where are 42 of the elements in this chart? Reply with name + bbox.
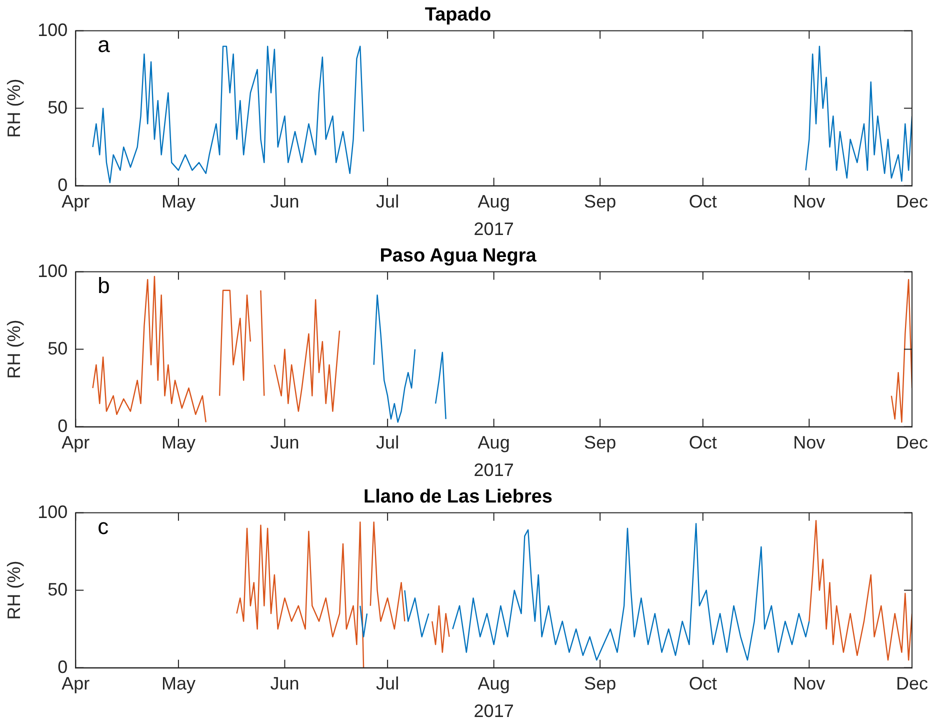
x-tick-label: Jun: [270, 674, 300, 694]
x-tick-label: Aug: [478, 192, 510, 212]
x-tick-label: Nov: [793, 192, 826, 212]
x-tick-label: Aug: [478, 674, 510, 694]
chart-title: Paso Agua Negra: [380, 246, 537, 267]
x-axis-title: 2017: [474, 219, 514, 240]
annotation: c: [98, 514, 109, 539]
x-tick-label: Nov: [793, 432, 826, 453]
x-tick-label: Sep: [584, 674, 616, 694]
annotation: a: [98, 32, 111, 57]
x-tick-label: May: [161, 192, 196, 212]
x-axis-title: 2017: [474, 460, 514, 480]
x-tick-label: Dec: [896, 674, 928, 694]
y-axis-title: RH (%): [4, 560, 24, 620]
x-tick-label: Oct: [688, 432, 717, 453]
x-tick-label: Jun: [270, 192, 300, 212]
x-tick-label: Nov: [793, 674, 826, 694]
x-tick-label: Jul: [376, 192, 400, 212]
x-tick-label: Jul: [376, 674, 400, 694]
chart-title: Tapado: [424, 4, 492, 26]
y-tick-label: 50: [48, 338, 68, 358]
x-tick-label: Dec: [896, 192, 928, 212]
x-tick-label: Sep: [584, 432, 616, 453]
x-tick-label: Oct: [688, 192, 717, 212]
y-tick-label: 100: [38, 502, 68, 522]
x-axis-title: 2017: [474, 701, 514, 722]
x-tick-label: Dec: [896, 432, 928, 453]
x-tick-label: May: [161, 432, 196, 453]
x-tick-label: Aug: [478, 432, 510, 453]
x-tick-label: Jul: [376, 432, 400, 453]
y-axis-title: RH (%): [4, 78, 24, 138]
x-tick-label: May: [161, 674, 196, 694]
y-tick-label: 100: [38, 260, 68, 281]
x-tick-label: Sep: [584, 192, 616, 212]
y-tick-label: 100: [38, 20, 68, 40]
annotation: b: [98, 272, 110, 298]
chart-title: Llano de Las Liebres: [364, 486, 552, 508]
y-tick-label: 50: [48, 97, 68, 118]
x-tick-label: Jun: [270, 432, 300, 453]
y-tick-label: 50: [48, 579, 68, 600]
y-axis-title: RH (%): [4, 320, 24, 379]
x-tick-label: Oct: [688, 674, 717, 694]
